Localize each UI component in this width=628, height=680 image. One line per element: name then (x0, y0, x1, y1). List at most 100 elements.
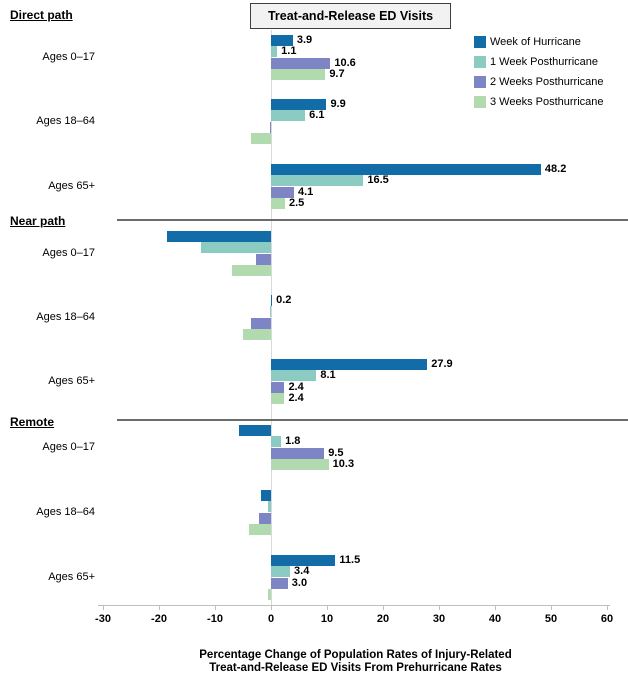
bar-value-label: 48.2 (544, 163, 567, 175)
legend-swatch-icon (474, 56, 486, 68)
x-tick-label: 50 (544, 613, 558, 625)
legend-label: 1 Week Posthurricane (490, 56, 599, 68)
bar-series-4 (249, 523, 271, 535)
x-axis-title: Percentage Change of Population Rates of… (83, 649, 628, 674)
bar-series-2 (271, 436, 282, 448)
bar-series-4 (271, 197, 285, 209)
bar-series-3 (271, 186, 294, 198)
x-tick-label: -20 (151, 613, 167, 625)
bar-value-label: 16.5 (367, 174, 389, 187)
chart-title: Treat-and-Release ED Visits (267, 9, 434, 23)
bar-series-2 (270, 306, 271, 318)
legend: Week of Hurricane 1 Week Posthurricane 2 W… (474, 36, 604, 108)
bar-series-1 (271, 555, 336, 566)
legend-swatch-icon (474, 76, 486, 88)
bar-series-1 (271, 99, 327, 110)
bar-value-label: 4.1 (297, 185, 314, 198)
category-label: Ages 65+ (48, 571, 95, 583)
legend-item-2: 1 Week Posthurricane (474, 56, 604, 68)
x-tick-mark (551, 605, 552, 610)
bar-series-1 (271, 359, 428, 370)
bar-series-1 (271, 164, 541, 175)
x-tick-label: 20 (376, 613, 390, 625)
bar-value-label: 11.5 (339, 554, 361, 566)
bar-value-label: 9.7 (329, 67, 345, 80)
bar-value-label: 0.2 (276, 294, 292, 306)
legend-label: Week of Hurricane (490, 36, 581, 48)
chart-title-box: Treat-and-Release ED Visits (250, 3, 451, 29)
bar-series-3 (269, 121, 271, 133)
x-axis-title-line1: Percentage Change of Population Rates of… (199, 649, 512, 661)
bar-value-label: 3.9 (296, 34, 313, 46)
category-label: Ages 18–64 (36, 115, 95, 127)
x-tick-label: 10 (320, 613, 334, 625)
zero-gridline (271, 30, 272, 605)
bar-value-label: 2.4 (288, 380, 304, 393)
bar-series-4 (232, 264, 271, 276)
bar-series-3 (255, 253, 271, 265)
legend-label: 3 Weeks Posthurricane (490, 96, 604, 108)
x-tick-mark (327, 605, 328, 610)
bar-series-2 (201, 242, 271, 254)
bar-series-4 (243, 328, 271, 340)
bar-value-label: 2.5 (289, 196, 305, 209)
bar-series-1 (271, 295, 273, 306)
x-tick-mark (159, 605, 160, 610)
bar-value-label: 10.3 (332, 457, 355, 470)
legend-item-3: 2 Weeks Posthurricane (474, 76, 604, 88)
bar-series-1 (271, 35, 293, 46)
x-tick-label: 0 (267, 613, 275, 625)
x-tick-mark (215, 605, 216, 610)
group-header: Remote (10, 415, 55, 429)
bar-series-1 (238, 425, 271, 436)
bar-series-4 (271, 392, 285, 404)
x-tick-mark (495, 605, 496, 610)
bar-value-label: 1.1 (281, 45, 297, 58)
category-label: Ages 0–17 (42, 441, 95, 453)
bar-series-2 (271, 46, 278, 58)
bar-series-3 (271, 57, 331, 69)
x-tick-mark (103, 605, 104, 610)
bar-series-2 (271, 566, 291, 578)
group-separator-line (117, 219, 628, 221)
x-tick-mark (271, 605, 272, 610)
legend-swatch-icon (474, 96, 486, 108)
x-tick-mark (383, 605, 384, 610)
bar-series-2 (271, 370, 317, 382)
category-label: Ages 65+ (48, 375, 95, 387)
x-tick-mark (607, 605, 608, 610)
x-tick-mark (439, 605, 440, 610)
bar-series-4 (271, 68, 326, 80)
bar-series-2 (271, 110, 306, 122)
category-label: Ages 18–64 (36, 506, 95, 518)
category-label: Ages 0–17 (42, 247, 95, 259)
x-tick-label: -30 (95, 613, 111, 625)
bar-value-label: 9.5 (328, 446, 344, 459)
bar-series-3 (271, 447, 325, 459)
bar-series-3 (250, 317, 271, 329)
bar-value-label: 2.4 (288, 391, 304, 404)
x-tick-label: 30 (432, 613, 446, 625)
bar-series-4 (271, 458, 329, 470)
bar-series-2 (267, 501, 271, 513)
bar-series-4 (268, 588, 271, 600)
bar-value-label: 1.8 (285, 435, 301, 448)
x-tick-label: 60 (600, 613, 614, 625)
x-tick-label: -10 (207, 613, 223, 625)
category-label: Ages 0–17 (42, 51, 95, 63)
bar-value-label: 3.4 (294, 565, 310, 578)
bar-series-2 (271, 175, 364, 187)
bar-value-label: 3.0 (291, 576, 308, 589)
legend-item-4: 3 Weeks Posthurricane (474, 96, 604, 108)
x-axis-title-line2: Treat-and-Release ED Visits From Prehurr… (209, 661, 502, 674)
legend-swatch-icon (474, 36, 486, 48)
group-header: Direct path (10, 8, 73, 22)
x-tick-label: 40 (488, 613, 502, 625)
bar-value-label: 10.6 (334, 56, 356, 69)
bar-series-3 (259, 512, 271, 524)
legend-label: 2 Weeks Posthurricane (490, 76, 604, 88)
group-separator-line (117, 419, 628, 421)
group-header: Near path (10, 214, 66, 228)
category-label: Ages 18–64 (36, 311, 95, 323)
